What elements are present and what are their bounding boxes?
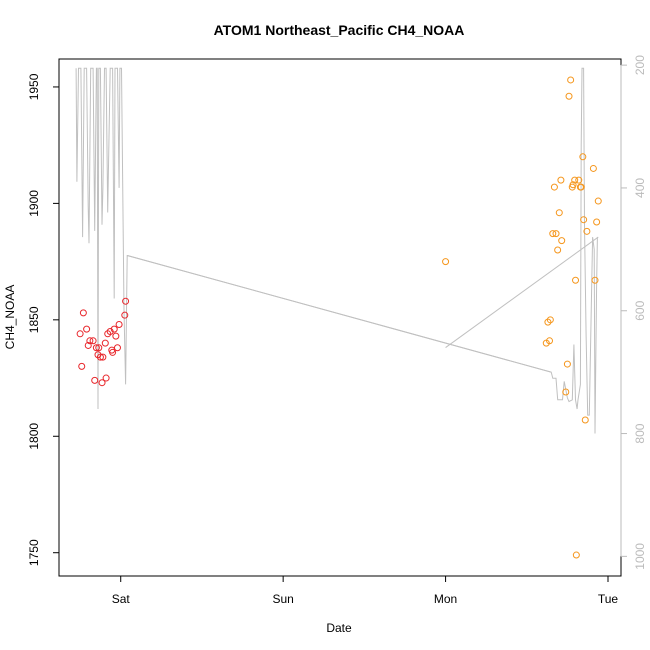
series-1-point-8	[91, 376, 99, 384]
series-2-point-1	[442, 258, 450, 266]
series-1-point-21	[110, 325, 118, 333]
series-1-point-22	[112, 332, 120, 340]
series-1-point-23	[113, 344, 121, 352]
y-axis: 1750 1800 1850 1900 1950	[27, 73, 60, 566]
y-tick-label-1950: 1950	[27, 73, 41, 100]
points-layer	[76, 76, 602, 559]
y-tick-label-1750: 1750	[27, 539, 41, 566]
x-tick-label-sun: Sun	[272, 592, 293, 606]
series-1-point-18	[106, 327, 114, 335]
series-1-point-20	[109, 348, 117, 356]
series-2-point-29	[589, 164, 597, 172]
plot-frame	[58, 58, 622, 577]
series-1-point-3	[79, 309, 87, 317]
chart-title: ATOM1 Northeast_Pacific CH4_NOAA	[214, 22, 465, 38]
series-2-point-13	[562, 388, 570, 396]
series-2-point-19	[571, 176, 579, 184]
series-2-point-18	[569, 181, 577, 189]
series-2-point-30	[591, 276, 599, 284]
series-1-point-6	[86, 337, 94, 345]
pressure-segment-1	[127, 255, 552, 373]
series-1-point-25	[121, 311, 129, 319]
series-1-point-26	[122, 297, 130, 305]
series-2-point-14	[563, 360, 571, 368]
y2-tick-label-400: 400	[633, 178, 647, 198]
series-1-point-16	[102, 374, 110, 382]
series-2-point-5	[546, 316, 554, 324]
series-1-point-11	[95, 344, 103, 352]
x-tick-label-mon: Mon	[434, 592, 457, 606]
y2-tick-label-800: 800	[633, 423, 647, 443]
y2-tick-label-600: 600	[633, 300, 647, 320]
y-axis-label: CH4_NOAA	[3, 285, 17, 350]
series-2-point-4	[546, 337, 554, 345]
series-2-point-6	[549, 230, 557, 238]
series-1-point-12	[96, 353, 104, 361]
series-2-point-20	[572, 276, 580, 284]
series-2-point-32	[594, 197, 602, 205]
series-1-point-7	[89, 337, 97, 345]
x-tick-label-sat: Sat	[112, 592, 131, 606]
series-1-point-15	[101, 339, 109, 347]
series-2-point-7	[550, 183, 558, 191]
series-1-point-4	[83, 325, 91, 333]
x-tick-label-tue: Tue	[598, 592, 619, 606]
series-1-point-14	[99, 353, 107, 361]
series-1-point-1	[76, 330, 84, 338]
series-2-point-11	[557, 176, 565, 184]
series-2-point-15	[565, 92, 573, 100]
pressure-line	[75, 67, 598, 434]
series-1-point-24	[115, 320, 123, 328]
y2-tick-label-200: 200	[633, 55, 647, 75]
series-1-point-9	[92, 344, 100, 352]
x-axis-label: Date	[326, 621, 352, 635]
series-1-point-13	[98, 379, 106, 387]
series-1-point-2	[78, 362, 86, 370]
pressure-layer	[75, 67, 599, 434]
series-2-point-3	[544, 318, 552, 326]
series-2-point-8	[552, 230, 560, 238]
series-2-point-25	[579, 153, 587, 161]
pressure-segment-2	[445, 236, 599, 348]
series-2-point-9	[554, 246, 562, 254]
series-2-point-26	[580, 216, 588, 224]
series-2-point-10	[555, 209, 563, 217]
y-tick-label-1800: 1800	[27, 423, 41, 450]
y-tick-label-1850: 1850	[27, 306, 41, 333]
y2-tick-label-1000: 1000	[633, 543, 647, 570]
series-2-point-28	[583, 227, 591, 235]
series-2-point-31	[593, 218, 601, 226]
x-axis: Sat Sun Mon Tue	[112, 575, 619, 606]
series-2-point-16	[567, 76, 575, 84]
series-2-point-24	[577, 183, 585, 191]
y-tick-label-1900: 1900	[27, 190, 41, 217]
series-2-point-22	[575, 176, 583, 184]
series-1-point-5	[84, 341, 92, 349]
series-2-point-21	[572, 551, 580, 559]
y2-axis: 200 400 600 800 1000	[620, 55, 647, 570]
series-1-point-17	[104, 330, 112, 338]
series-2-point-27	[581, 416, 589, 424]
series-2-point-12	[558, 237, 566, 245]
